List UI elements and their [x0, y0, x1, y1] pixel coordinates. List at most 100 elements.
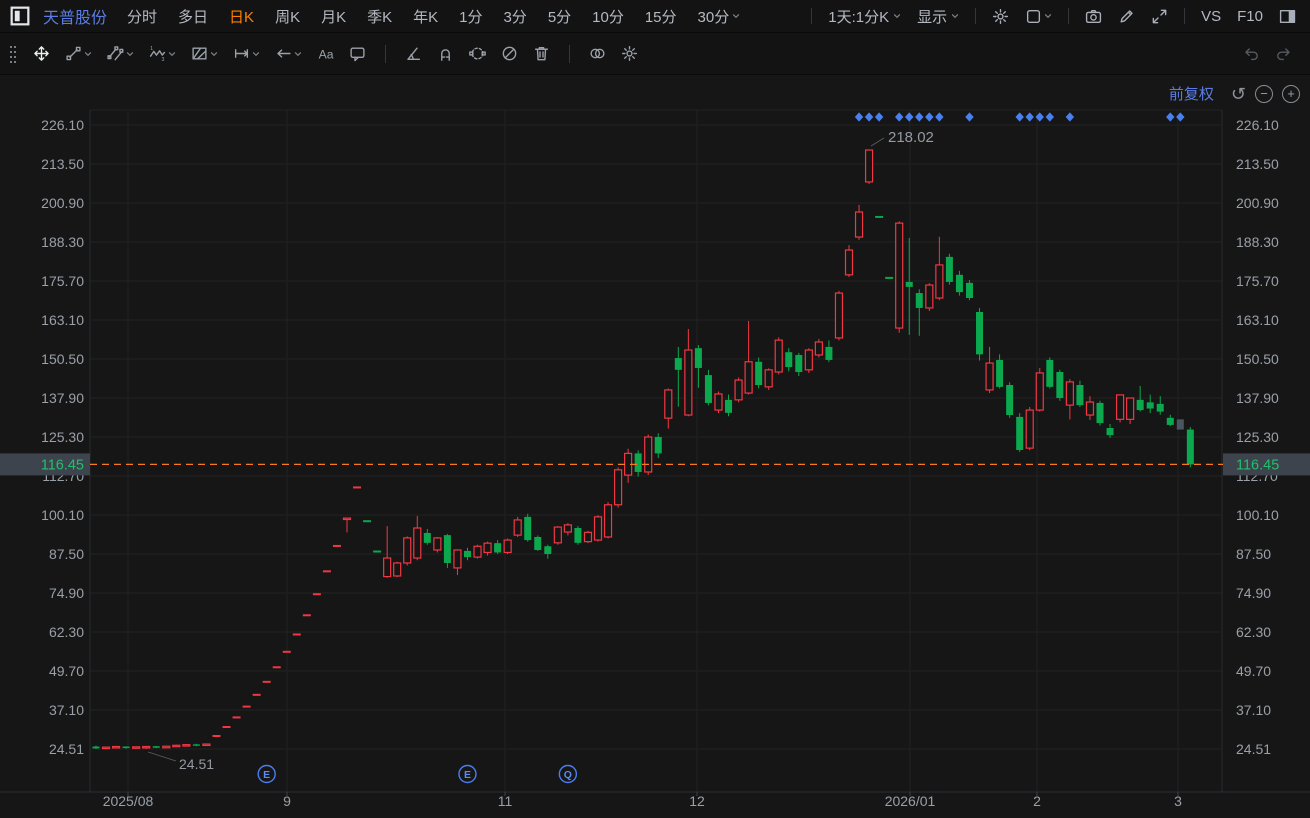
announcement-diamond-icon[interactable]	[1065, 112, 1075, 122]
trend-line-tool[interactable]	[65, 45, 92, 62]
candle-body-up	[101, 746, 111, 750]
move-tool[interactable]	[33, 45, 50, 62]
announcement-diamond-icon[interactable]	[1025, 112, 1034, 122]
candle-body-up	[142, 745, 151, 749]
announcement-diamond-icon[interactable]	[874, 112, 884, 122]
y-axis-label-left: 125.30	[41, 429, 84, 445]
chart-controls: 前复权 ↺ − +	[1169, 83, 1300, 104]
layout-icon[interactable]	[1025, 8, 1052, 25]
tab-10分[interactable]: 10分	[592, 8, 624, 26]
channel-tool[interactable]	[107, 45, 134, 62]
delete-drawings-tool[interactable]	[533, 45, 550, 62]
candlestick-chart[interactable]: E E Q 24.51 218.02 226.10 226.10 213.50 213.50 20…	[0, 75, 1310, 818]
drawing-settings-tool[interactable]	[621, 45, 638, 62]
zoom-out-button[interactable]: −	[1255, 84, 1273, 103]
pattern-tool[interactable]	[191, 45, 218, 62]
y-axis-label-left: 100.10	[41, 507, 84, 523]
y-axis-label-right: 62.30	[1236, 624, 1271, 640]
announcement-diamond-icon[interactable]	[1166, 112, 1175, 122]
candle-body-down	[785, 352, 793, 368]
tab-周K[interactable]: 周K	[275, 8, 301, 26]
chart-area[interactable]: E E Q 24.51 218.02 226.10 226.10 213.50 213.50 20…	[0, 75, 1310, 818]
announcement-diamond-icon[interactable]	[895, 112, 904, 122]
tab-日K[interactable]: 日K	[229, 8, 255, 26]
zoom-in-button[interactable]: +	[1282, 84, 1300, 103]
toolbar-grip[interactable]	[8, 44, 18, 64]
event-marker-Q[interactable]	[558, 764, 578, 784]
main-toolbar: 天普股份 分时 多日 日K 周K 月K 季K 年K 1分 3分 5分 10分 15分 30分 1天:1分…	[0, 0, 1310, 33]
candle-body-down	[905, 281, 913, 287]
angle-tool[interactable]	[405, 45, 422, 62]
candle-body-down	[1156, 403, 1164, 412]
announcement-diamond-icon[interactable]	[915, 112, 924, 122]
candle-body-up	[834, 292, 844, 339]
candle-body-down	[976, 311, 984, 355]
edit-icon[interactable]	[1118, 8, 1135, 25]
arrow-tool[interactable]	[275, 45, 302, 62]
candle-body-up	[925, 284, 934, 309]
tab-30分[interactable]: 30分	[698, 6, 741, 27]
candle-body-up	[1085, 401, 1095, 416]
display-menu[interactable]: 显示	[917, 6, 959, 27]
stock-name[interactable]: 天普股份	[43, 10, 108, 27]
candle-body-up	[403, 537, 412, 564]
tab-年K[interactable]: 年K	[413, 8, 439, 26]
candle-body-up	[563, 524, 572, 533]
candle-body-down	[1136, 399, 1144, 411]
candle-body-up	[503, 539, 512, 554]
undo-icon[interactable]	[1243, 45, 1260, 62]
announcement-diamond-icon[interactable]	[925, 112, 934, 122]
measure-tool[interactable]	[233, 45, 260, 62]
announcement-diamond-icon[interactable]	[935, 112, 944, 122]
y-axis-label-left: 137.90	[41, 390, 84, 406]
announcement-diamond-icon[interactable]	[864, 112, 874, 122]
candle-body-up	[714, 393, 723, 411]
announcement-diamond-icon[interactable]	[965, 112, 974, 122]
magnet-tool[interactable]	[437, 45, 454, 62]
candle-body-up	[553, 526, 562, 544]
right-panel-toggle-icon[interactable]	[1279, 8, 1296, 25]
current-price-badge-right	[1223, 453, 1310, 476]
tab-15分[interactable]: 15分	[644, 8, 677, 26]
tab-分时[interactable]: 分时	[127, 8, 158, 26]
settings-icon[interactable]	[992, 8, 1009, 25]
comment-tool[interactable]	[349, 45, 366, 62]
tab-多日[interactable]: 多日	[178, 8, 209, 26]
f10-button[interactable]: F10	[1237, 7, 1263, 25]
adjust-mode-label[interactable]: 前复权	[1168, 86, 1214, 103]
reset-zoom-icon[interactable]: ↺	[1230, 83, 1246, 104]
compare-tool[interactable]	[589, 45, 606, 62]
announcement-diamond-icon[interactable]	[1176, 112, 1185, 122]
candle-body-down	[494, 543, 502, 553]
candle-body-up	[744, 361, 753, 394]
candle-body-up	[1035, 372, 1044, 411]
tab-5分[interactable]: 5分	[547, 8, 572, 26]
tab-月K[interactable]: 月K	[321, 8, 347, 26]
announcement-diamond-icon[interactable]	[1045, 112, 1054, 122]
event-marker-E[interactable]	[458, 764, 477, 784]
candle-body-down	[1016, 416, 1024, 450]
tab-1分[interactable]: 1分	[459, 8, 483, 26]
candle-body-up	[182, 744, 191, 747]
interval-selector[interactable]: 1天:1分K	[828, 6, 901, 27]
candle-body-down	[1186, 429, 1194, 465]
fullscreen-icon[interactable]	[1151, 8, 1168, 25]
tab-季K[interactable]: 季K	[367, 8, 393, 26]
text-tool[interactable]: Aa	[317, 45, 334, 62]
candle-body-up	[583, 531, 593, 543]
candle-body-neutral	[1176, 419, 1184, 430]
announcement-diamond-icon[interactable]	[854, 112, 864, 122]
announcement-diamond-icon[interactable]	[1035, 112, 1044, 122]
vs-button[interactable]: VS	[1201, 7, 1222, 25]
candle-body-up	[513, 519, 522, 536]
redo-icon[interactable]	[1275, 45, 1292, 62]
sidebar-toggle-icon[interactable]	[10, 6, 30, 26]
event-marker-E[interactable]	[257, 764, 276, 784]
tab-3分[interactable]: 3分	[503, 8, 527, 26]
announcement-diamond-icon[interactable]	[905, 112, 914, 122]
screenshot-icon[interactable]	[1085, 8, 1102, 25]
announcement-diamond-icon[interactable]	[1015, 112, 1024, 122]
selection-tool[interactable]	[469, 45, 486, 62]
hide-drawings-tool[interactable]	[501, 45, 518, 62]
